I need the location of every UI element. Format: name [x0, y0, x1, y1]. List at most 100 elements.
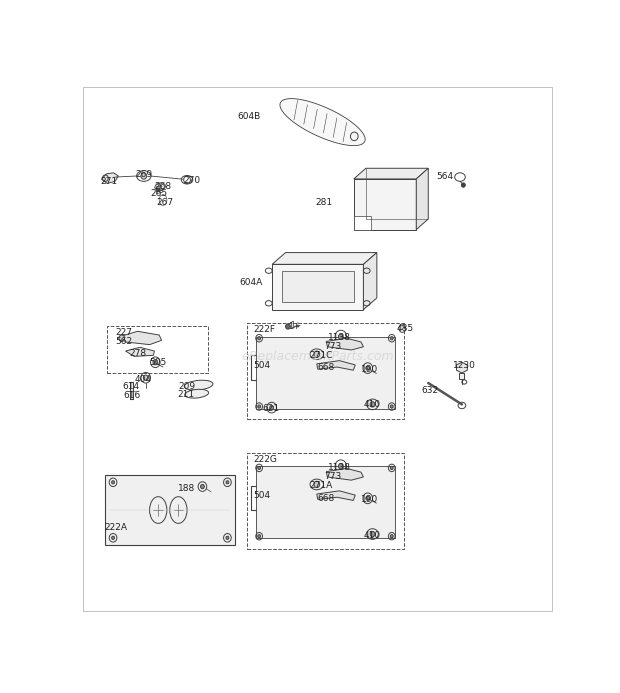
Text: eReplacementParts.com: eReplacementParts.com — [241, 351, 394, 363]
Text: 632: 632 — [421, 386, 438, 395]
Polygon shape — [280, 98, 365, 146]
Polygon shape — [102, 173, 118, 184]
Ellipse shape — [366, 366, 370, 370]
Text: 190: 190 — [361, 495, 378, 504]
Polygon shape — [363, 252, 377, 310]
Bar — [281, 271, 354, 301]
Text: 404: 404 — [134, 375, 151, 384]
Bar — [107, 326, 208, 374]
Bar — [256, 337, 394, 409]
Ellipse shape — [339, 464, 343, 469]
Text: 504: 504 — [253, 491, 270, 500]
Text: 270: 270 — [184, 176, 200, 185]
Text: 564: 564 — [436, 171, 453, 180]
Text: 773: 773 — [324, 342, 342, 351]
Text: 504: 504 — [253, 361, 270, 370]
Text: 562: 562 — [115, 337, 132, 346]
Text: 1138: 1138 — [329, 463, 352, 472]
Bar — [247, 453, 404, 549]
Text: 410: 410 — [364, 531, 381, 540]
Text: 222G: 222G — [253, 455, 277, 464]
Text: 227: 227 — [115, 328, 132, 337]
Ellipse shape — [258, 466, 260, 469]
Text: 222A: 222A — [104, 523, 127, 532]
Ellipse shape — [314, 481, 320, 488]
Text: 1+: 1+ — [290, 322, 301, 331]
Text: 265: 265 — [151, 189, 167, 198]
Ellipse shape — [119, 335, 125, 342]
Ellipse shape — [184, 380, 213, 390]
Ellipse shape — [258, 405, 260, 408]
Ellipse shape — [112, 481, 115, 484]
Polygon shape — [354, 168, 428, 179]
Ellipse shape — [370, 532, 375, 536]
Polygon shape — [354, 216, 371, 229]
Text: 1138: 1138 — [329, 333, 352, 342]
Text: 616: 616 — [123, 391, 141, 400]
Text: 668: 668 — [317, 494, 335, 503]
Polygon shape — [456, 362, 467, 373]
Ellipse shape — [258, 534, 260, 538]
Text: 604B: 604B — [238, 112, 261, 121]
Ellipse shape — [270, 405, 273, 410]
Text: 505: 505 — [149, 358, 167, 367]
Text: 621: 621 — [262, 404, 279, 413]
Text: 614: 614 — [123, 383, 140, 392]
Text: 188: 188 — [179, 484, 196, 493]
Text: 222F: 222F — [253, 325, 275, 334]
Text: 269: 269 — [135, 170, 153, 179]
Text: 1+: 1+ — [288, 322, 300, 331]
Text: 278: 278 — [130, 349, 146, 358]
Ellipse shape — [286, 324, 290, 329]
Polygon shape — [317, 491, 355, 500]
Bar — [354, 179, 416, 229]
Polygon shape — [120, 331, 162, 344]
Ellipse shape — [391, 534, 393, 538]
Ellipse shape — [366, 496, 370, 500]
Text: 281: 281 — [315, 198, 332, 207]
Bar — [459, 373, 464, 379]
Ellipse shape — [226, 536, 229, 539]
Ellipse shape — [153, 360, 157, 365]
Ellipse shape — [185, 389, 209, 398]
Bar — [272, 264, 363, 310]
Ellipse shape — [226, 481, 229, 484]
Ellipse shape — [112, 536, 115, 539]
Ellipse shape — [461, 183, 465, 187]
Text: 268: 268 — [154, 182, 172, 191]
Ellipse shape — [200, 484, 205, 489]
Ellipse shape — [314, 351, 320, 358]
Ellipse shape — [141, 173, 147, 179]
Text: 1230: 1230 — [453, 362, 476, 371]
Ellipse shape — [143, 375, 148, 380]
Ellipse shape — [370, 402, 375, 407]
Polygon shape — [416, 168, 428, 229]
Bar — [256, 466, 394, 538]
Ellipse shape — [391, 337, 393, 340]
Bar — [252, 486, 277, 510]
Ellipse shape — [339, 334, 343, 340]
Ellipse shape — [391, 405, 393, 408]
Text: 773: 773 — [324, 472, 342, 481]
Bar — [252, 356, 277, 380]
Text: 209: 209 — [179, 382, 195, 391]
Polygon shape — [272, 252, 377, 264]
Text: 267: 267 — [157, 198, 174, 207]
Text: 211: 211 — [177, 390, 194, 399]
Polygon shape — [326, 468, 363, 480]
Text: 190: 190 — [361, 365, 378, 374]
Text: 604A: 604A — [239, 278, 262, 287]
Text: 410: 410 — [364, 400, 381, 409]
Polygon shape — [130, 382, 133, 399]
Polygon shape — [326, 338, 363, 350]
Text: 668: 668 — [317, 363, 335, 372]
Bar — [247, 323, 404, 419]
Polygon shape — [125, 347, 154, 356]
Polygon shape — [317, 360, 355, 370]
Ellipse shape — [391, 466, 393, 469]
Bar — [105, 475, 235, 545]
Text: 271: 271 — [100, 177, 118, 186]
Ellipse shape — [258, 337, 260, 340]
Text: 271C: 271C — [309, 351, 332, 360]
Text: 485: 485 — [397, 324, 414, 333]
